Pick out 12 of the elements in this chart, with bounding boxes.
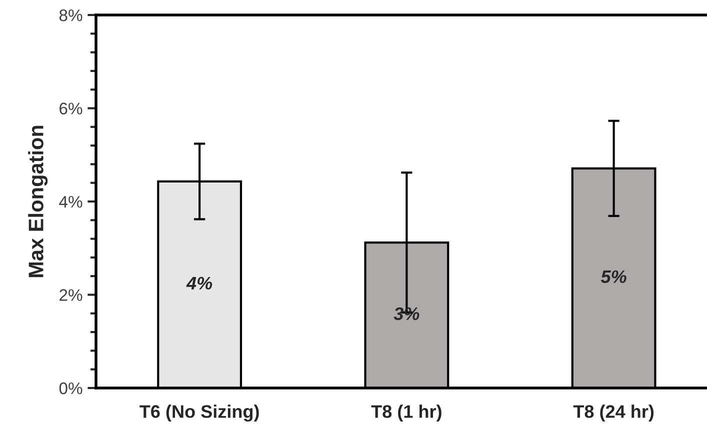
- y-tick-label: 4%: [59, 196, 82, 208]
- y-tick-label: 0%: [59, 382, 82, 394]
- data-label: 4%: [186, 276, 212, 290]
- data-label: 3%: [394, 307, 420, 320]
- data-label: 5%: [600, 270, 626, 284]
- x-tick-label: T8 (24 hr): [573, 404, 654, 422]
- x-tick-label: T6 (No Sizing): [140, 404, 259, 422]
- x-tick-label: T8 (1 hr): [371, 404, 442, 422]
- y-axis-title: Max Elongation: [28, 126, 48, 278]
- y-tick-label: 8%: [59, 9, 82, 22]
- y-tick-label: 6%: [60, 102, 82, 114]
- y-tick-label: 2%: [60, 289, 82, 301]
